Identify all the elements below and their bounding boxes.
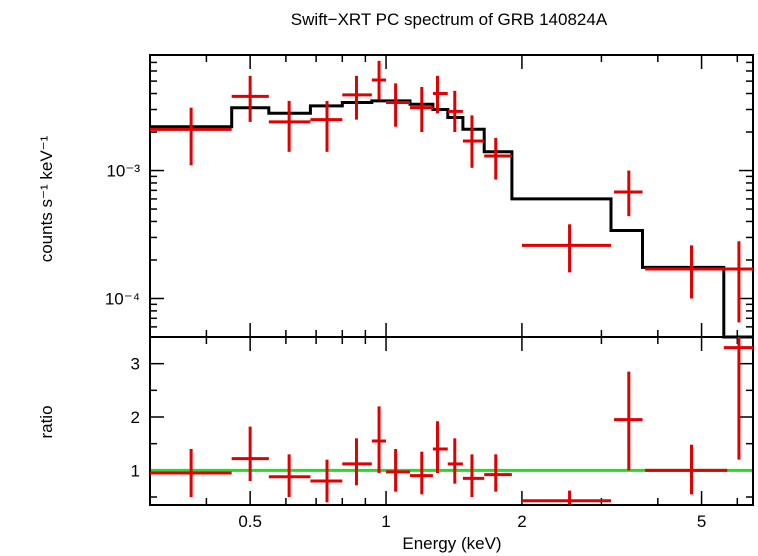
x-axis-label: Energy (keV) [402,534,501,553]
upper-ylabel: counts s⁻¹ keV⁻¹ [37,135,56,262]
x-tick-label: 5 [697,512,706,531]
model-histogram [150,99,753,339]
lower-panel-frame [149,336,754,506]
y-tick-label: 1 [131,461,140,480]
y-tick-label: 2 [131,408,140,427]
upper-data-points [150,60,753,323]
upper-ticks: 10⁻³ 10⁻⁴ [105,54,753,338]
chart-title: Swift−XRT PC spectrum of GRB 140824A [291,10,608,29]
lower-ticks: 0.5 1 2 5 1 2 3 [131,336,753,531]
model-step-line [150,99,753,339]
y-tick-label: 10⁻³ [106,162,140,181]
x-tick-label: 2 [517,512,526,531]
y-tick-label: 10⁻⁴ [105,289,140,308]
x-tick-label: 0.5 [238,512,262,531]
upper-panel: 10⁻³ 10⁻⁴ counts s⁻¹ keV⁻¹ [37,54,754,339]
lower-ylabel: ratio [37,405,56,438]
lower-panel: 0.5 1 2 5 1 2 3 ratio Energy (keV) [37,336,754,553]
y-tick-label: 3 [131,355,140,374]
x-tick-label: 1 [381,512,390,531]
lower-data-points [150,337,753,505]
